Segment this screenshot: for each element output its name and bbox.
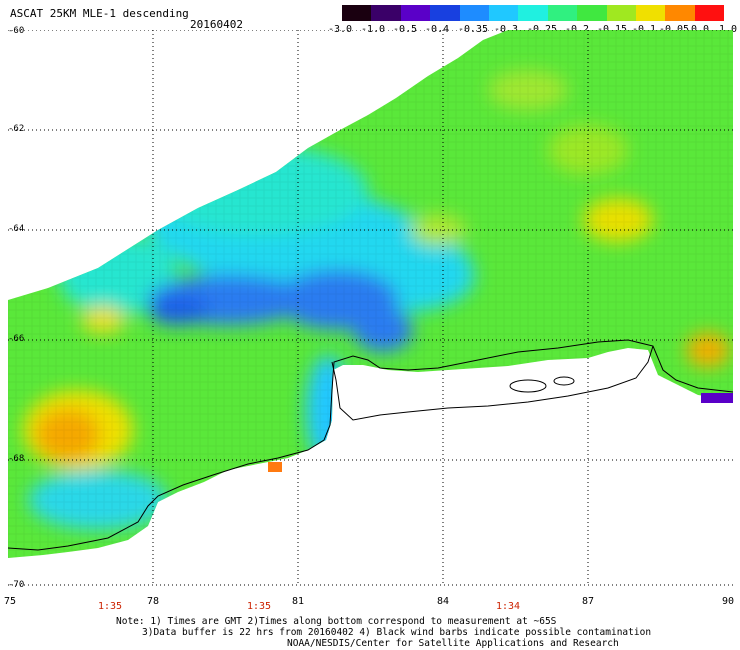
lon-label: 81	[291, 596, 305, 607]
lat-label: -68	[8, 454, 25, 464]
colorbar-segment	[547, 5, 578, 21]
lon-label: 78	[146, 596, 160, 607]
footnotes: Note: 1) Times are GMT 2)Times along bot…	[116, 616, 651, 649]
map-date: 20160402	[190, 18, 243, 31]
colorbar-segment	[342, 5, 372, 21]
colorbar-segment	[606, 5, 636, 21]
colorbar	[342, 5, 725, 21]
colorbar-segment	[400, 5, 431, 21]
wind-field-map	[8, 30, 733, 586]
colorbar-tick: -0.05	[658, 24, 690, 35]
lat-label: -62	[8, 124, 25, 134]
time-label: 1:35	[246, 601, 272, 612]
colorbar-tick: -0.25	[526, 24, 558, 35]
island-outline	[553, 376, 575, 386]
lat-label: -64	[8, 224, 25, 234]
colorbar-tick: -0.3	[493, 24, 519, 35]
colorbar-segment	[577, 5, 607, 21]
colorbar-segment	[518, 5, 548, 21]
coastline	[8, 339, 733, 551]
high-value-cell	[268, 462, 282, 472]
lat-label: -60	[8, 26, 25, 36]
lat-label: -66	[8, 334, 25, 344]
colorbar-segment	[488, 5, 519, 21]
lon-label: 84	[436, 596, 450, 607]
island-outline	[509, 379, 547, 393]
time-label: 1:34	[495, 601, 521, 612]
note-line: 3)Data buffer is 22 hrs from 20160402 4)…	[142, 627, 652, 638]
colorbar-segment	[459, 5, 489, 21]
note-line: NOAA/NESDIS/Center for Satellite Applica…	[287, 638, 619, 649]
colorbar-segment	[430, 5, 460, 21]
lon-label: 87	[581, 596, 595, 607]
colorbar-segment	[371, 5, 401, 21]
colorbar-segment	[635, 5, 666, 21]
ice-shelf-outline	[331, 345, 654, 421]
map-title: ASCAT 25KM MLE-1 descending	[10, 7, 189, 20]
lon-label: 90	[721, 596, 735, 607]
contaminated-cell	[701, 393, 733, 403]
lat-label: -70	[8, 580, 25, 590]
lon-label: 75	[3, 596, 17, 607]
time-label: 1:35	[97, 601, 123, 612]
graticule	[8, 30, 733, 586]
map-plot-area	[8, 30, 733, 586]
colorbar-segment	[694, 5, 725, 21]
note-line: Note: 1) Times are GMT 2)Times along bot…	[116, 616, 557, 627]
ascat-swath	[8, 30, 733, 558]
colorbar-segment	[665, 5, 695, 21]
